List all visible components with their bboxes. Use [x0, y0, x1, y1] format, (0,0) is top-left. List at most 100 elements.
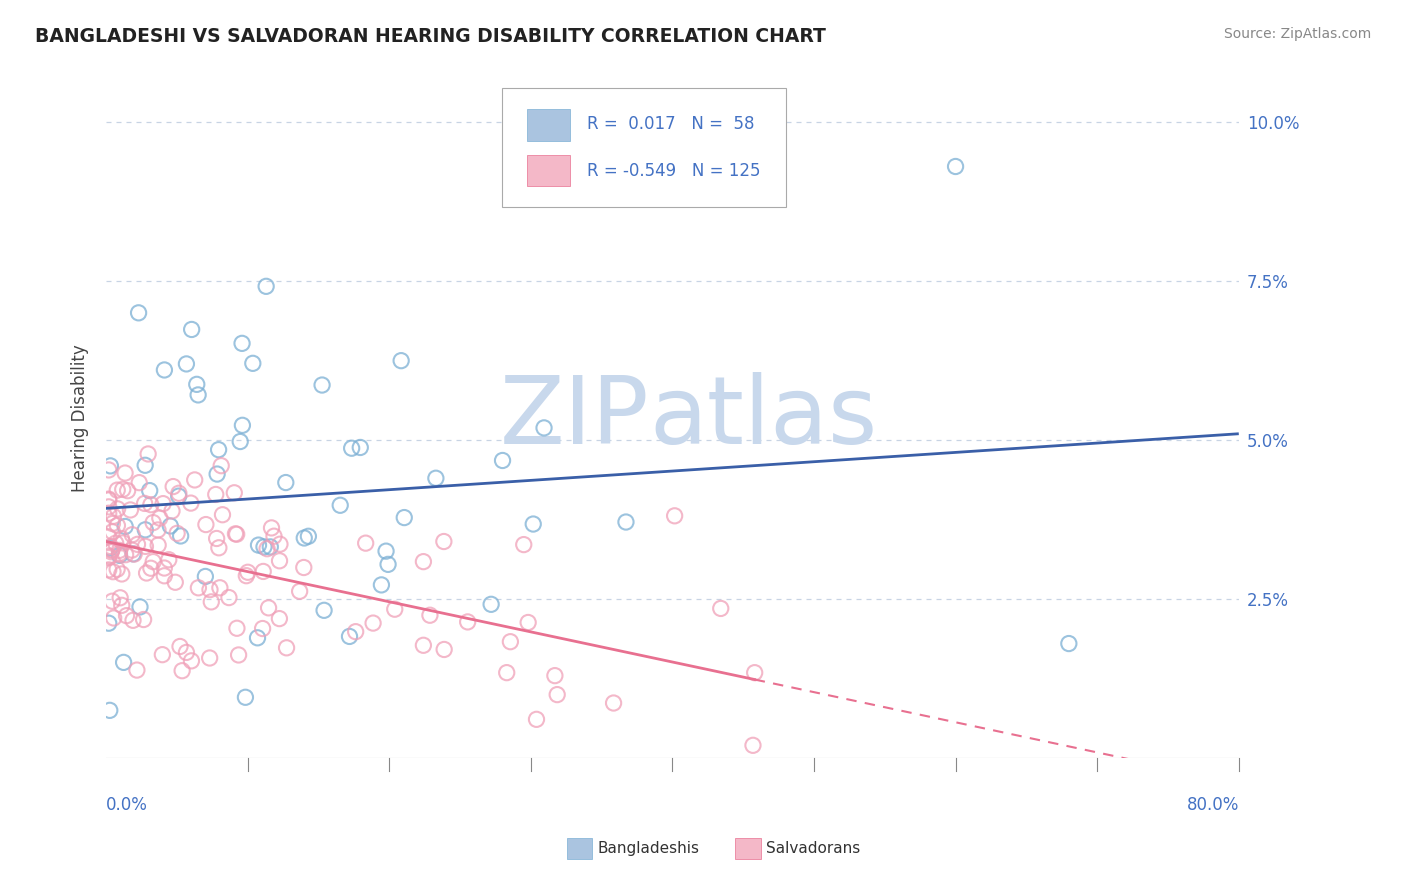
Point [546, 688, 568, 702]
Point [135, 566, 157, 580]
Point [263, 529, 285, 543]
Point [114, 548, 136, 562]
Point [208, 541, 231, 555]
Point [183, 473, 205, 487]
Point [209, 458, 232, 473]
Point [433, 534, 456, 549]
Point [97, 492, 120, 507]
Point [544, 668, 567, 682]
Point [101, 565, 124, 579]
FancyBboxPatch shape [502, 87, 786, 207]
Point [247, 538, 270, 552]
Point [152, 497, 174, 511]
Point [162, 479, 184, 493]
Point [412, 638, 434, 652]
Point [142, 555, 165, 569]
Point [100, 540, 122, 554]
Point [312, 603, 335, 617]
Point [111, 566, 134, 581]
Point [97, 493, 120, 508]
Point [97, 563, 120, 577]
Point [134, 540, 156, 554]
Point [419, 608, 441, 623]
Point [499, 634, 522, 648]
Point [157, 552, 180, 566]
Point [110, 532, 132, 546]
Point [226, 621, 249, 635]
Point [149, 511, 172, 525]
Point [491, 453, 513, 467]
Point [254, 279, 277, 293]
Point [205, 467, 228, 481]
Point [138, 483, 160, 498]
Point [100, 458, 122, 473]
Point [120, 503, 142, 517]
Point [114, 466, 136, 480]
Point [375, 544, 398, 558]
Point [150, 648, 173, 662]
Point [198, 651, 221, 665]
Text: Salvadorans: Salvadorans [766, 841, 860, 855]
Point [101, 542, 124, 557]
Point [146, 538, 169, 552]
Point [180, 322, 202, 336]
Point [180, 496, 202, 510]
Point [526, 712, 548, 726]
Point [98, 541, 121, 555]
Point [742, 739, 765, 753]
Point [180, 654, 202, 668]
Point [134, 458, 156, 473]
Point [433, 642, 456, 657]
Point [269, 537, 291, 551]
Point [384, 602, 406, 616]
Point [292, 560, 315, 574]
Point [122, 547, 145, 561]
Point [329, 498, 352, 512]
Point [132, 613, 155, 627]
Point [97, 616, 120, 631]
Point [225, 527, 247, 541]
Point [457, 615, 479, 629]
Point [194, 569, 217, 583]
Point [108, 543, 131, 558]
Point [172, 664, 194, 678]
Point [945, 160, 967, 174]
Point [186, 377, 208, 392]
Text: R = -0.549   N = 125: R = -0.549 N = 125 [588, 161, 761, 179]
Point [297, 529, 319, 543]
Point [257, 600, 280, 615]
Text: atlas: atlas [650, 372, 877, 464]
Point [160, 504, 183, 518]
Point [311, 378, 333, 392]
Point [204, 487, 226, 501]
Point [166, 526, 188, 541]
Point [256, 541, 278, 556]
Point [260, 521, 283, 535]
Point [231, 336, 253, 351]
Point [495, 665, 517, 680]
Point [1057, 636, 1080, 650]
Point [340, 441, 363, 455]
Point [98, 703, 121, 717]
Point [112, 536, 135, 550]
Point [105, 562, 128, 576]
Point [103, 611, 125, 625]
Point [111, 483, 134, 497]
Point [97, 550, 120, 565]
Text: Source: ZipAtlas.com: Source: ZipAtlas.com [1223, 27, 1371, 41]
Point [218, 591, 240, 605]
Point [108, 549, 131, 563]
Point [165, 575, 187, 590]
FancyBboxPatch shape [527, 110, 571, 141]
Point [153, 363, 176, 377]
Point [361, 616, 384, 631]
Point [710, 601, 733, 615]
Point [159, 519, 181, 533]
Point [354, 536, 377, 550]
FancyBboxPatch shape [527, 155, 571, 186]
Text: ZIP: ZIP [501, 372, 650, 464]
Point [517, 615, 540, 630]
Point [142, 516, 165, 530]
Point [236, 566, 259, 580]
Point [224, 485, 246, 500]
